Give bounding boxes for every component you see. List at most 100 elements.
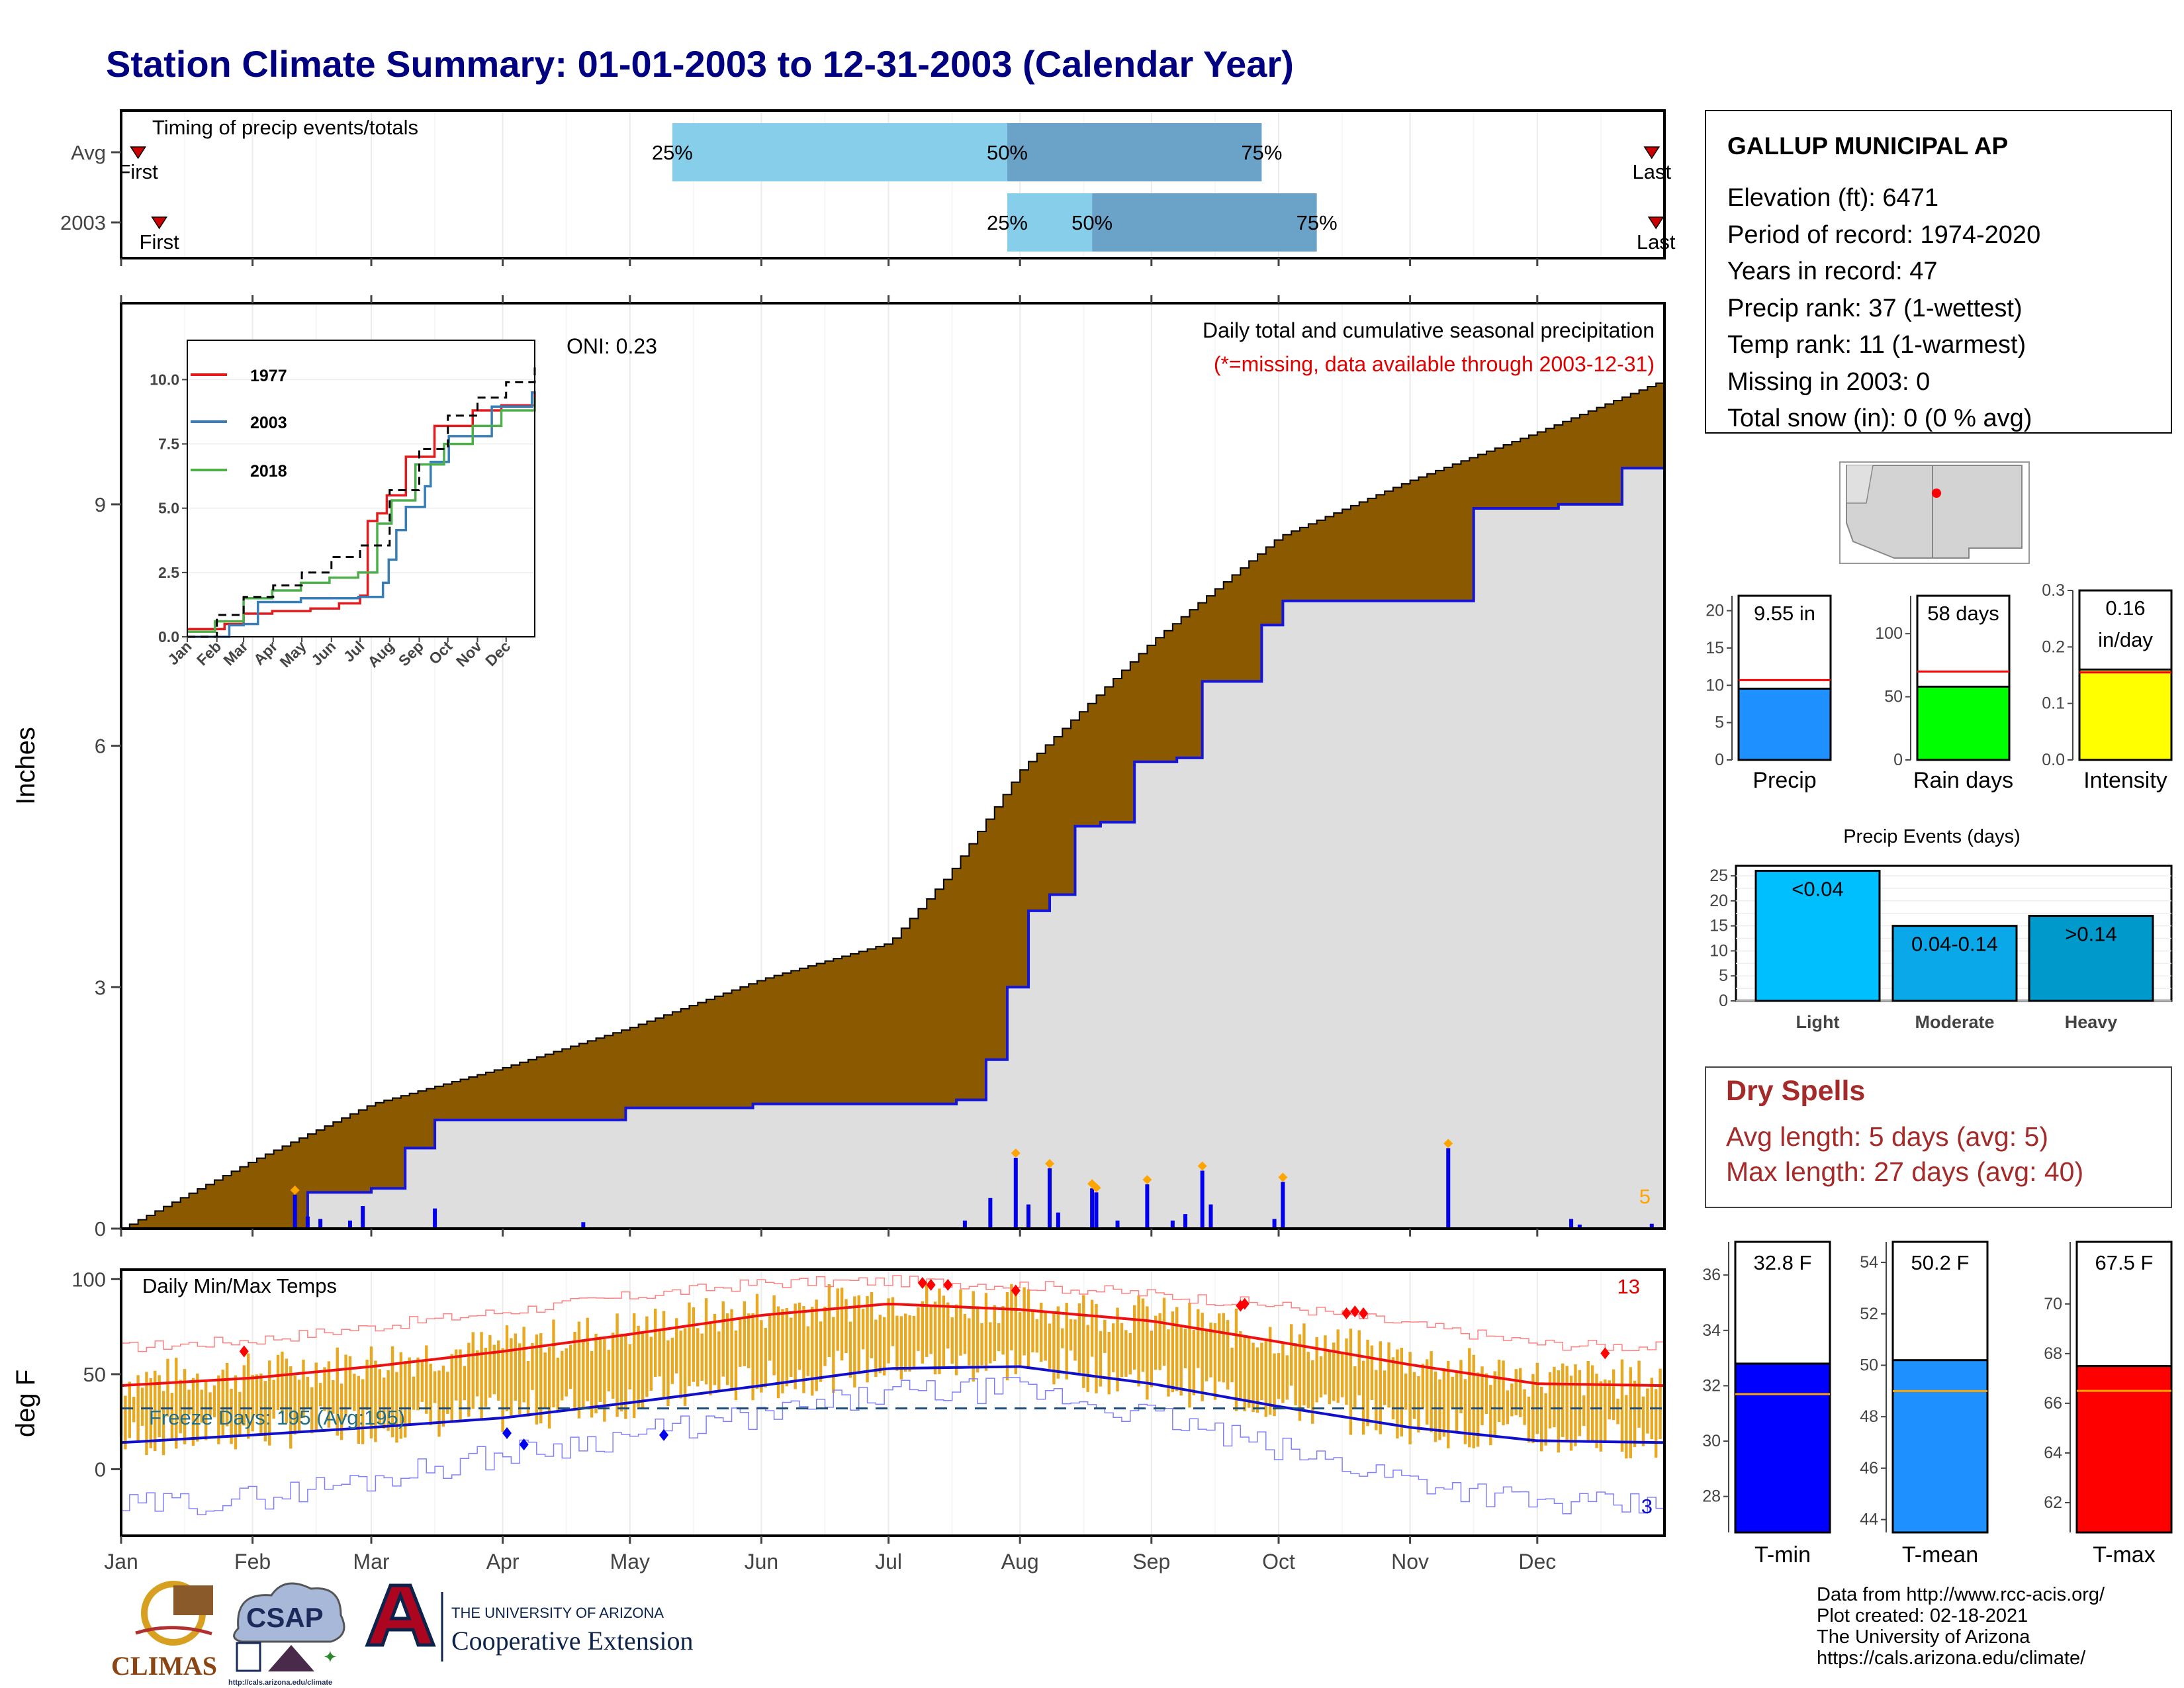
daily-temp-bar (459, 1349, 462, 1421)
csap-cactus-icon: ✦ (323, 1647, 338, 1667)
last-event-label: Last (1637, 230, 1676, 254)
daily-temp-bar (1188, 1302, 1191, 1408)
daily-temp-bar (632, 1313, 636, 1419)
daily-temp-bar (1353, 1366, 1357, 1409)
daily-temp-bar (488, 1335, 492, 1398)
precip-panel-subtitle: (*=missing, data available through 2003-… (1214, 352, 1655, 376)
summary-ytick-label: 0 (1893, 751, 1903, 769)
first-event-marker (151, 216, 168, 230)
daily-temp-bar (383, 1378, 386, 1429)
daily-temp-bar (603, 1338, 606, 1422)
daily-temp-bar (1120, 1323, 1124, 1378)
daily-temp-bar (954, 1304, 958, 1376)
daily-temp-bar (179, 1380, 182, 1434)
csap-wordmark: CSAP (246, 1602, 324, 1633)
daily-temp-bar (297, 1380, 301, 1433)
daily-temp-bar (1167, 1329, 1170, 1397)
daily-precip-bar (1048, 1168, 1052, 1229)
timing-xticks (120, 258, 1539, 266)
daily-temp-bar (1548, 1372, 1552, 1429)
daily-temp-bar (1379, 1341, 1382, 1434)
summary-value: 9.55 in (1754, 602, 1815, 625)
daily-temp-bar (887, 1298, 890, 1364)
daily-temp-bar (1412, 1372, 1416, 1419)
daily-temp-bar (365, 1360, 369, 1411)
daily-temp-bar (1124, 1330, 1128, 1377)
daily-temp-bar (811, 1307, 814, 1396)
record-high-marker (239, 1345, 249, 1358)
footer-text: Data from http://www.rcc-acis.org/ Plot … (1817, 1584, 2105, 1669)
daily-temp-bar (1480, 1366, 1484, 1426)
daily-temp-bar (361, 1379, 365, 1444)
daily-temp-bar (378, 1369, 382, 1424)
timing-label-25: 25% (652, 141, 693, 164)
daily-temp-bar (1502, 1360, 1505, 1426)
inset-legend: 1977 2003 2018 (191, 367, 287, 481)
summary-value-unit: in/day (2098, 628, 2153, 651)
daily-temp-bar (1040, 1302, 1043, 1362)
station-precip-rank: Precip rank: 37 (1-wettest) (1727, 295, 2023, 322)
daily-temp-bar (344, 1354, 347, 1417)
timing-panel-border (120, 109, 1666, 259)
daily-temp-bar (1506, 1390, 1510, 1425)
daily-temp-bar (374, 1360, 377, 1442)
daily-temp-bar (212, 1385, 216, 1418)
daily-temp-bar (327, 1361, 331, 1428)
daily-temp-bar (1162, 1297, 1166, 1366)
temp-summary-ytick-label: 54 (1860, 1253, 1878, 1272)
daily-temp-bar (1056, 1306, 1060, 1379)
daily-temp-bar (1213, 1323, 1217, 1400)
daily-temp-bar (755, 1293, 759, 1389)
daily-temp-bar (607, 1350, 610, 1391)
month-label: Dec (1518, 1550, 1556, 1573)
daily-temp-bar (429, 1364, 432, 1425)
heavy-event-marker (1197, 1161, 1207, 1171)
daily-temp-bar (797, 1302, 801, 1370)
daily-temp-bar (1150, 1331, 1154, 1387)
daily-temp-bar (293, 1376, 296, 1434)
daily-temp-bar (624, 1333, 627, 1419)
daily-temp-bar (895, 1315, 899, 1371)
precip-panel-title: Daily total and cumulative seasonal prec… (1203, 318, 1655, 342)
timing-row-avg-label: Avg (71, 141, 106, 164)
daily-temp-bar (1620, 1359, 1624, 1452)
daily-temp-bar (713, 1313, 717, 1385)
daily-temp-bar (323, 1367, 326, 1411)
inset-ytick-label: 5.0 (158, 500, 179, 517)
daily-temp-bar (840, 1288, 844, 1361)
daily-precip-bar (1569, 1219, 1574, 1229)
daily-precip-bar (1208, 1204, 1213, 1229)
month-label: Mar (353, 1550, 389, 1573)
inset-xtick-label: Aug (364, 637, 397, 671)
summary-ytick-label: 0 (1715, 751, 1724, 769)
daily-temp-bar (836, 1288, 839, 1351)
daily-temp-bar (1578, 1370, 1582, 1436)
daily-temp-bar (891, 1297, 895, 1346)
daily-temp-bar (989, 1322, 992, 1364)
daily-temp-bar (1315, 1336, 1318, 1403)
record-high-marker (917, 1277, 927, 1289)
temp-ytick-label: 0 (95, 1458, 106, 1481)
daily-temp-bar (577, 1321, 581, 1419)
summary-ytick-label: 0.1 (2042, 694, 2065, 713)
daily-temp-bar (556, 1358, 560, 1413)
high-record-count: 13 (1617, 1275, 1640, 1298)
timing-row-2003-label: 2003 (60, 211, 106, 234)
events-category-label: Light (1796, 1012, 1840, 1032)
daily-temp-bar (683, 1328, 687, 1406)
daily-temp-bar (1255, 1347, 1259, 1413)
record-high-marker (1359, 1307, 1369, 1320)
daily-temp-bar (700, 1333, 704, 1381)
daily-temp-bar (1018, 1312, 1022, 1368)
daily-temp-bar (794, 1303, 797, 1389)
daily-temp-bar (1332, 1342, 1336, 1401)
temp-bar (1734, 1362, 1831, 1534)
events-bar-light (1754, 870, 1881, 1002)
temp-summary-ytick-label: 52 (1860, 1305, 1878, 1323)
year-cumulative-area (121, 460, 1664, 1229)
ua-logo: THE UNIVERSITY OF ARIZONA Cooperative Ex… (365, 1583, 693, 1662)
daily-temp-bar (1375, 1370, 1378, 1430)
daily-temp-bar (993, 1305, 996, 1362)
oni-label: ONI: 0.23 (567, 334, 657, 358)
daily-temp-bar (929, 1305, 933, 1354)
